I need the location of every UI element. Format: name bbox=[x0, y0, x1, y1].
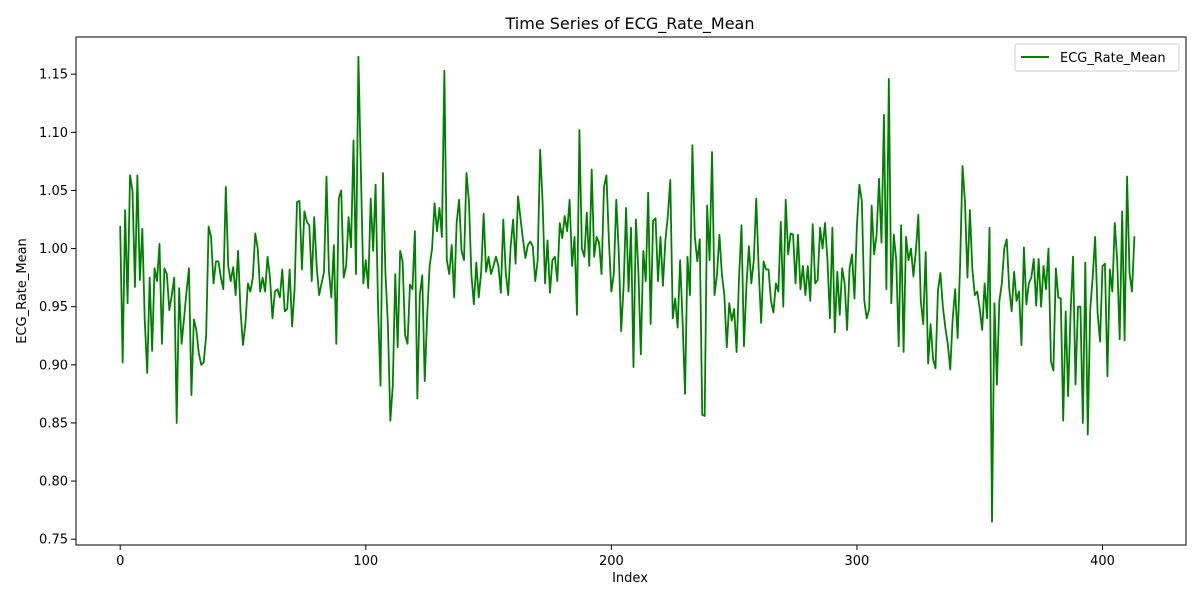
x-axis: 0 100 200 300 400 bbox=[116, 545, 1115, 569]
plot-frame bbox=[75, 36, 1187, 546]
x-axis-title: Index bbox=[612, 571, 648, 586]
legend-frame bbox=[1014, 43, 1180, 72]
y-tick-label: 1.00 bbox=[39, 242, 68, 257]
legend-label: ECG_Rate_Mean bbox=[1060, 51, 1166, 66]
chart-title: Time Series of ECG_Rate_Mean bbox=[505, 14, 755, 34]
y-tick-label: 0.85 bbox=[39, 416, 68, 431]
x-tick-label: 200 bbox=[599, 554, 624, 569]
y-tick-label: 1.15 bbox=[39, 68, 68, 83]
y-tick-label: 1.05 bbox=[39, 184, 68, 199]
y-axis: 0.75 0.80 0.85 0.90 0.95 1.00 1.05 1.10 1.15 bbox=[39, 68, 76, 548]
x-tick-label: 0 bbox=[116, 554, 124, 569]
series-layer bbox=[119, 55, 1136, 523]
y-axis-title: ECG_Rate_Mean bbox=[15, 238, 30, 344]
y-tick-label: 0.95 bbox=[39, 300, 68, 315]
legend: ECG_Rate_Mean bbox=[1014, 43, 1180, 72]
plot-area: 0 100 200 300 400 0.75 0.80 0.85 0.90 0.95 1.00 1.… bbox=[39, 36, 1187, 569]
x-tick-label: 300 bbox=[845, 554, 870, 569]
y-tick-label: 0.90 bbox=[39, 358, 68, 373]
x-tick-label: 400 bbox=[1090, 554, 1115, 569]
y-tick-label: 0.75 bbox=[39, 533, 68, 548]
y-tick-label: 1.10 bbox=[39, 126, 68, 141]
series-line-0 bbox=[119, 55, 1136, 523]
y-tick-label: 0.80 bbox=[39, 475, 68, 490]
x-tick-label: 100 bbox=[353, 554, 378, 569]
